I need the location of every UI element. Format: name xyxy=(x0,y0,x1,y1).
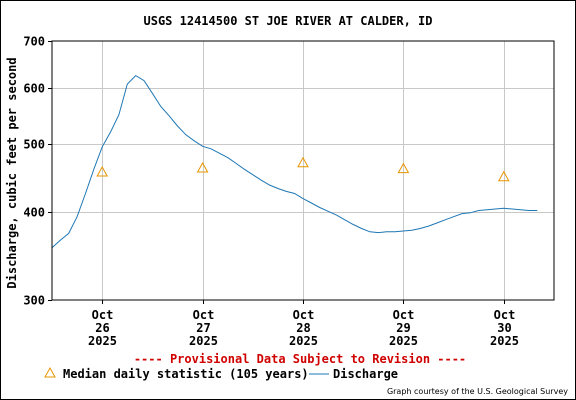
y-axis-label: Discharge, cubic feet per second xyxy=(5,57,19,288)
discharge-series-line xyxy=(51,74,538,249)
y-axis: 300 400 500 600 700 xyxy=(23,35,52,308)
x-tick-label: 26 xyxy=(95,321,109,335)
median-point xyxy=(297,156,309,168)
x-tick-label: Oct xyxy=(293,308,315,322)
x-tick-label: 2025 xyxy=(490,334,519,348)
median-point xyxy=(397,162,410,174)
x-axis: Oct262025Oct272025Oct282025Oct292025Oct3… xyxy=(88,300,519,348)
x-tick-label: 2025 xyxy=(88,334,117,348)
provisional-notice: ---- Provisional Data Subject to Revisio… xyxy=(134,352,466,366)
x-tick-label: 2025 xyxy=(289,334,318,348)
legend-discharge-label: Discharge xyxy=(333,367,398,381)
x-tick-label: 2025 xyxy=(389,334,418,348)
y-tick-label: 400 xyxy=(23,206,45,220)
y-tick-label: 600 xyxy=(23,82,45,96)
x-tick-label: Oct xyxy=(193,308,215,322)
x-tick-label: 29 xyxy=(396,321,410,335)
x-tick-label: Oct xyxy=(92,308,114,322)
x-tick-label: 30 xyxy=(497,321,511,335)
graph-credit: Graph courtesy of the U.S. Geological Su… xyxy=(387,387,568,396)
series-layer xyxy=(51,74,538,249)
x-tick-label: Oct xyxy=(494,308,516,322)
legend-median-label: Median daily statistic (105 years) xyxy=(63,367,309,381)
x-tick-label: Oct xyxy=(393,308,415,322)
median-point xyxy=(497,170,510,182)
y-tick-label: 300 xyxy=(23,294,45,308)
x-tick-label: 2025 xyxy=(189,334,218,348)
y-tick-label: 500 xyxy=(23,138,45,152)
legend: Median daily statistic (105 years) Disch… xyxy=(44,366,398,381)
legend-median-triangle-icon xyxy=(44,366,56,378)
y-tick-label: 700 xyxy=(23,35,45,49)
x-tick-label: 28 xyxy=(296,321,310,335)
x-tick-label: 27 xyxy=(196,321,210,335)
chart-title: USGS 12414500 ST JOE RIVER AT CALDER, ID xyxy=(144,14,433,28)
grid-lines xyxy=(52,41,554,300)
median-point xyxy=(96,165,109,177)
median-point xyxy=(196,161,209,173)
